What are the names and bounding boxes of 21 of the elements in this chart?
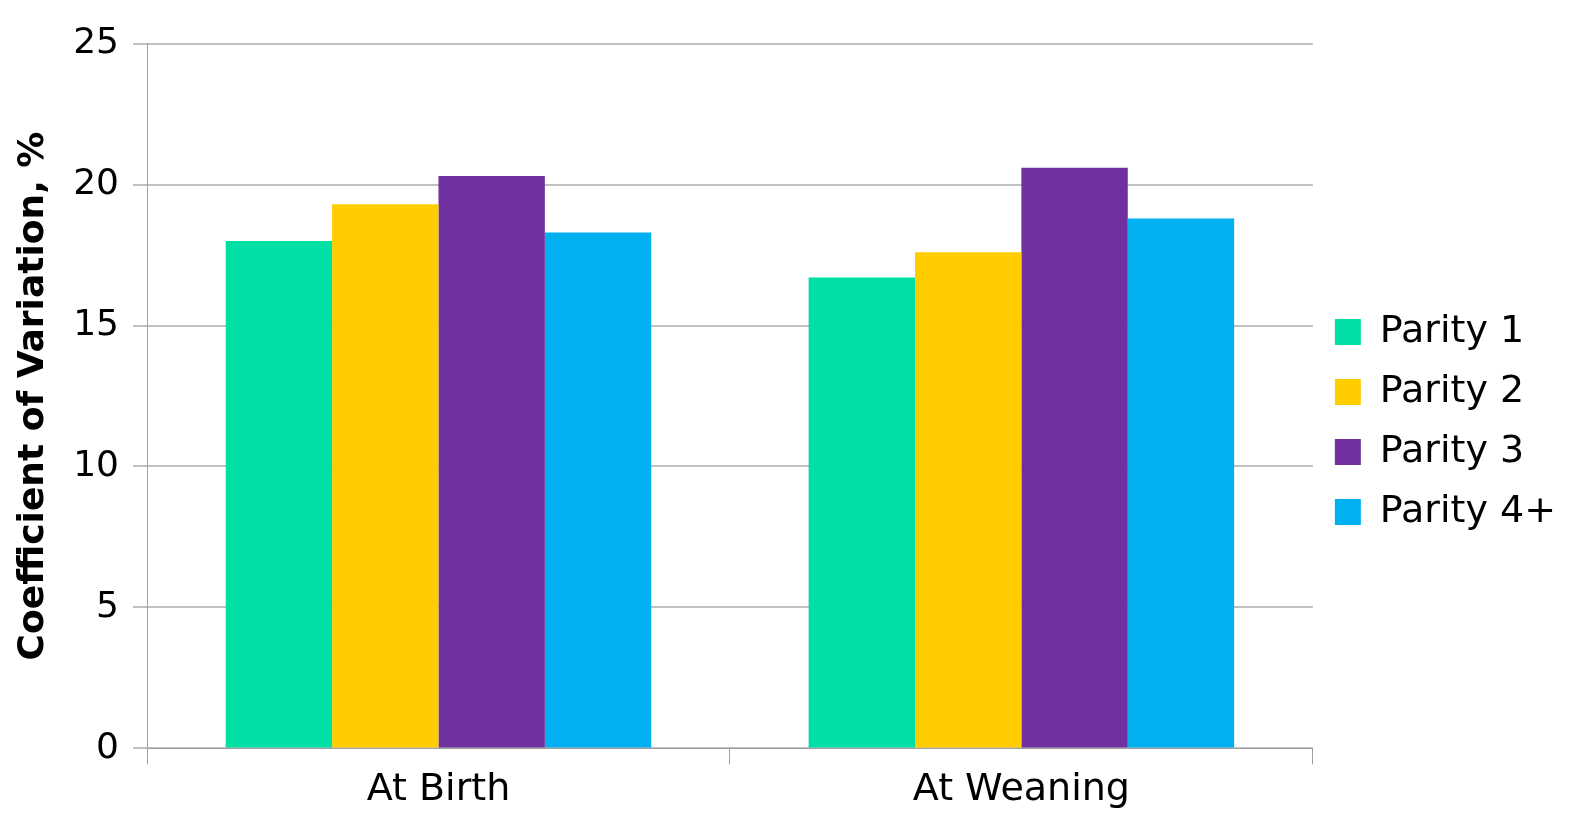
y-tick-label: 10 (73, 442, 120, 484)
legend-label: Parity 3 (1379, 426, 1525, 471)
bar (438, 176, 545, 748)
x-tick-label: At Weaning (912, 765, 1130, 810)
y-tick-label: 15 (73, 301, 120, 343)
bar (915, 252, 1022, 748)
y-tick-label: 0 (96, 724, 120, 766)
bar (544, 232, 652, 748)
x-tick-label: At Birth (366, 765, 511, 810)
bar (332, 204, 439, 748)
y-tick-label: 20 (73, 160, 120, 202)
y-axis-title: Coefficient of Variation, % (9, 131, 51, 661)
legend-label: Parity 1 (1379, 306, 1525, 351)
legend-label: Parity 2 (1379, 366, 1525, 411)
bar (225, 240, 333, 748)
bar (1021, 167, 1128, 748)
y-tick-label: 5 (96, 583, 120, 625)
bar (1127, 218, 1235, 748)
y-tick-label: 25 (73, 19, 120, 61)
legend-label: Parity 4+ (1379, 486, 1557, 531)
bar (808, 277, 915, 748)
